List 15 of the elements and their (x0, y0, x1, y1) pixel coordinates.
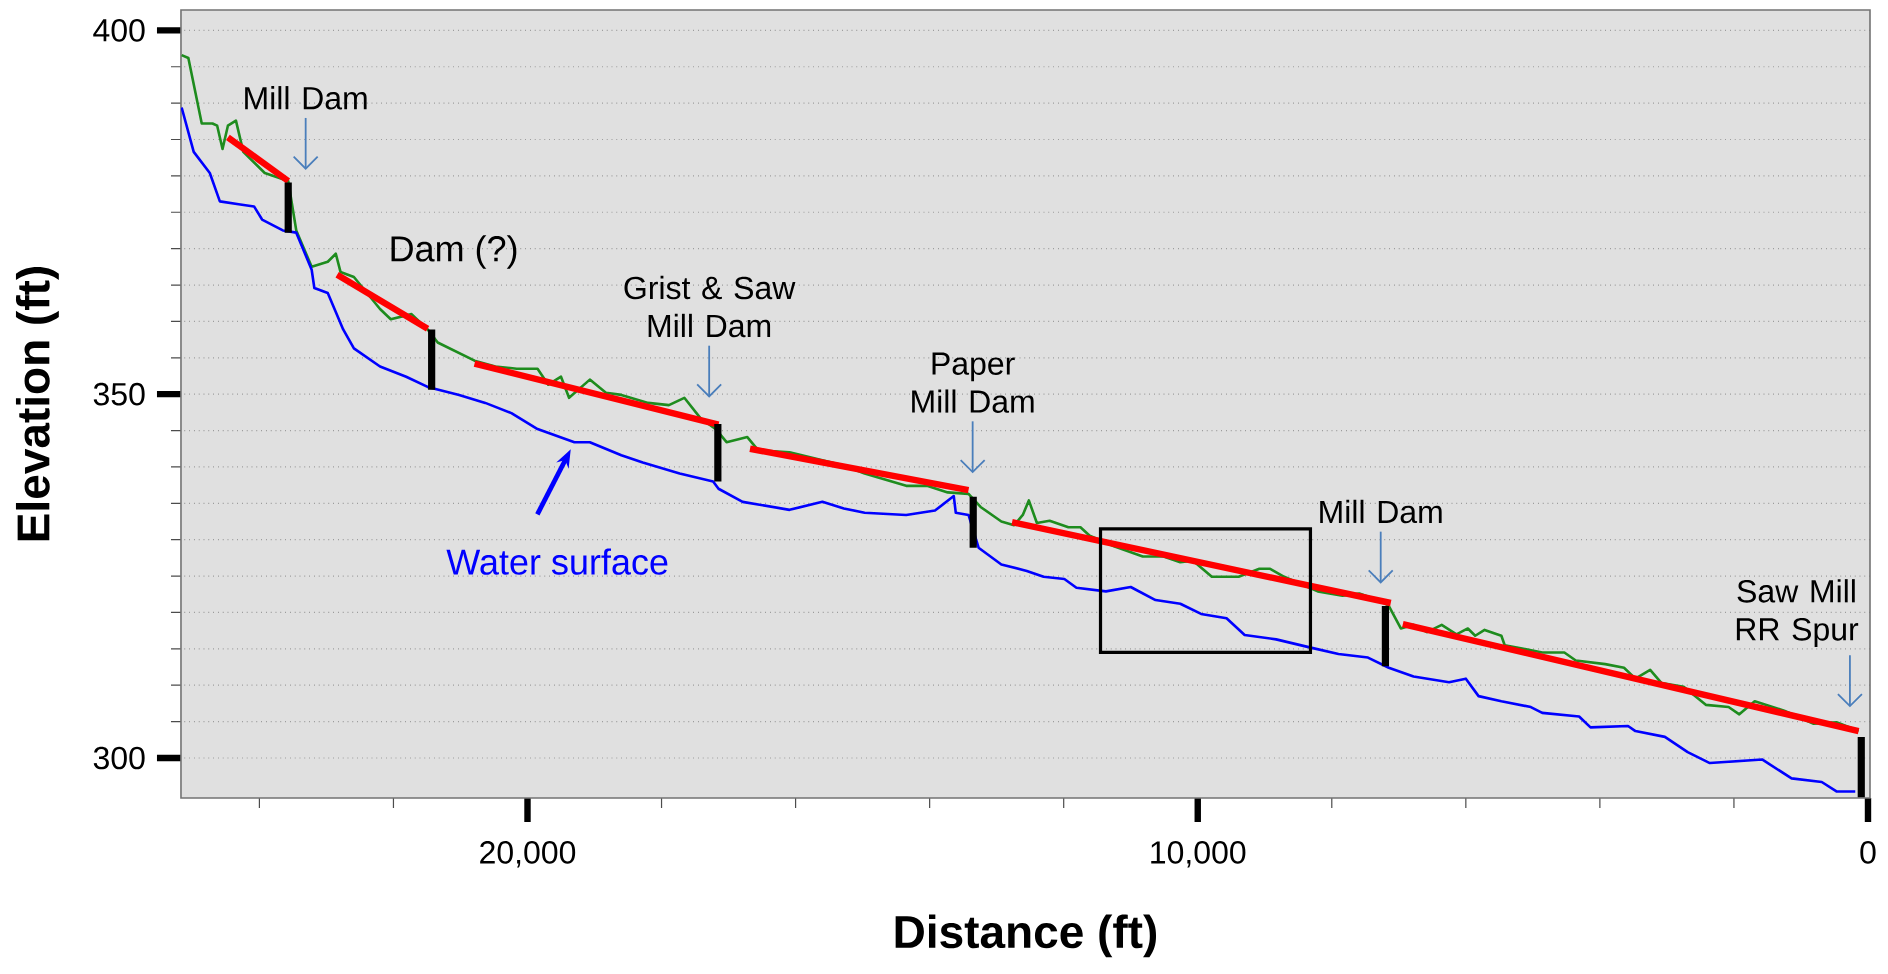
x-tick-label: 10,000 (1151, 841, 1246, 868)
legend-label: Water surface (446, 548, 668, 575)
y-tick-label: 400 (93, 19, 145, 42)
annotation: Paper Mill Dam (912, 352, 1034, 413)
y-axis-title: Elevation (ft) (15, 267, 59, 541)
annotation: Saw Mill RR Spur (1736, 579, 1859, 647)
annotation: Mill Dam (1320, 499, 1442, 524)
annotation: Mill Dam (245, 86, 367, 110)
y-tick-label: 300 (93, 746, 145, 770)
x-axis-title: Distance (ft) (895, 914, 1157, 958)
x-tick-label: 20,000 (480, 841, 576, 868)
annotation: Grist & Saw Mill Dam (624, 275, 796, 338)
annotation: Dam (?) (391, 235, 517, 269)
y-tick-label: 350 (93, 382, 145, 406)
x-tick-label: 0 (1860, 841, 1876, 864)
